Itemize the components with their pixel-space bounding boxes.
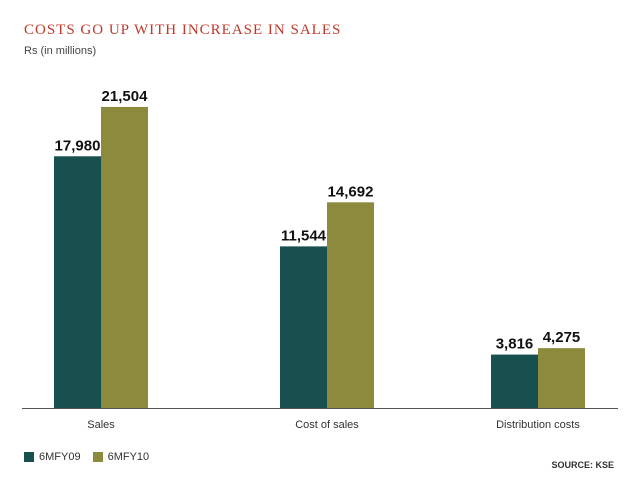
chart-subtitle: Rs (in millions) xyxy=(24,45,97,57)
legend-label-series-1: 6MFY09 xyxy=(39,451,81,463)
data-label: 4,275 xyxy=(543,329,581,346)
bar-6MFY09-cost-of-sales xyxy=(280,246,327,408)
source-note: SOURCE: KSE xyxy=(551,460,614,470)
bar-6MFY10-sales xyxy=(101,106,148,408)
data-label: 17,980 xyxy=(55,137,101,154)
bar-6MFY09-distribution-costs xyxy=(491,354,538,408)
legend-label-series-2: 6MFY10 xyxy=(107,451,150,463)
data-label: 3,816 xyxy=(496,336,534,353)
x-tick-label: Cost of sales xyxy=(295,419,359,431)
data-label: 14,692 xyxy=(328,183,374,200)
legend-swatch-series-2 xyxy=(92,452,103,462)
legend-swatch-series-1 xyxy=(24,452,34,462)
x-tick-label: Sales xyxy=(87,419,115,431)
legend-item-series-2: 6MFY10 xyxy=(92,451,150,463)
bar-6MFY10-cost-of-sales xyxy=(327,202,374,408)
x-tick-label: Distribution costs xyxy=(496,419,580,431)
data-label: 11,544 xyxy=(281,227,327,244)
data-label: 21,504 xyxy=(102,88,149,105)
bar-6MFY10-distribution-costs xyxy=(538,348,585,408)
bar-6MFY09-sales xyxy=(54,156,101,408)
chart-title: COSTS GO UP WITH INCREASE IN SALES xyxy=(24,22,342,38)
legend-item-series-1: 6MFY09 xyxy=(24,451,81,463)
legend: 6MFY09 6MFY10 xyxy=(24,451,161,463)
